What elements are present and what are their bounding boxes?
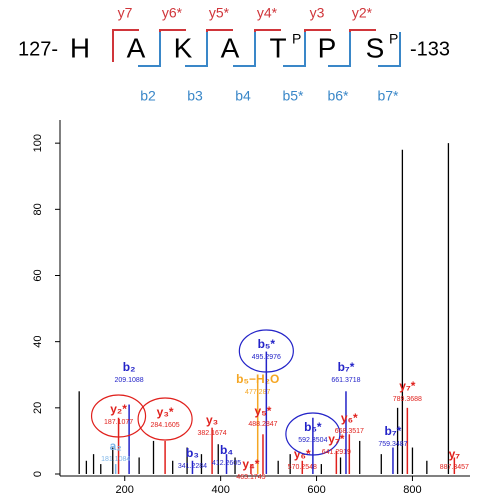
ion-label: b₇* — [385, 424, 402, 438]
ion-label: y₆* — [341, 411, 358, 425]
y-tick-label: 0 — [32, 471, 44, 477]
ion-label: y₃ — [206, 413, 218, 427]
ion-label: y₅* — [255, 404, 272, 418]
residue: S — [366, 32, 385, 63]
residue: A — [221, 32, 240, 63]
mz-label: 592.3504 — [298, 437, 327, 444]
b-bracket — [378, 32, 401, 67]
b-bracket — [185, 32, 208, 67]
b-ion-label: b7* — [377, 88, 399, 104]
ion-label: y₆* — [294, 447, 311, 461]
mz-label: 341.2284 — [178, 463, 207, 470]
y-ion-label: y4* — [257, 5, 278, 21]
highlight-circle — [285, 412, 341, 456]
x-tick-label: 800 — [403, 484, 421, 496]
mz-label: 284.1605 — [150, 422, 179, 429]
peptide-end: -133 — [410, 38, 450, 60]
ion-label: b₅* — [258, 337, 276, 351]
ion-label: b₄ — [220, 443, 233, 457]
b-bracket — [328, 32, 351, 67]
ion-label: y₄* — [242, 457, 259, 471]
b-ion-label: b2 — [140, 88, 156, 104]
mz-label: 759.3487 — [378, 441, 407, 448]
b-ion-label: b4 — [235, 88, 251, 104]
y-tick-label: 20 — [32, 402, 44, 414]
residue: A — [127, 32, 146, 63]
mz-label: 789.3688 — [393, 396, 422, 403]
ion-label: b₇* — [338, 360, 355, 374]
mz-label: 412.2605 — [212, 460, 241, 467]
ion-label: y₂* — [110, 402, 127, 416]
residue: K — [174, 32, 193, 63]
x-tick-label: 600 — [307, 484, 325, 496]
b-ion-label: b6* — [327, 88, 349, 104]
y-tick-label: 80 — [32, 203, 44, 215]
mz-label: 668.3517 — [335, 428, 364, 435]
ion-label: y₇* — [399, 379, 415, 393]
y-tick-label: 100 — [32, 134, 44, 152]
highlight-circle — [90, 394, 147, 438]
ion-label: b₂ — [123, 360, 136, 374]
y-ion-label: y7 — [118, 5, 133, 21]
ion-label: b₃ — [186, 446, 199, 460]
x-tick-label: 400 — [211, 484, 229, 496]
ion-label: y₇ — [449, 447, 461, 461]
mz-label: 209.1088 — [115, 377, 144, 384]
mz-label: 495.2976 — [252, 354, 281, 361]
y-ion-label: y2* — [352, 5, 373, 21]
modification: P — [389, 31, 398, 47]
y-tick-label: 60 — [32, 269, 44, 281]
mz-label: 488.2847 — [248, 421, 277, 428]
residue: T — [269, 32, 286, 63]
mz-label: 477.287 — [245, 389, 270, 396]
mz-label: 181.1084 — [101, 456, 130, 463]
mz-label: 382.1674 — [197, 430, 226, 437]
modification: P — [292, 31, 301, 47]
highlight-circle — [238, 329, 294, 373]
b-bracket — [233, 32, 256, 67]
x-tick-label: 200 — [116, 484, 134, 496]
mz-label: 570.2548 — [288, 464, 317, 471]
ion-label: b₆* — [304, 420, 322, 434]
y-ion-label: y3 — [310, 5, 325, 21]
y-ion-label: y5* — [209, 5, 230, 21]
mz-label: 463.1745 — [236, 474, 265, 481]
b-bracket — [138, 32, 161, 67]
b-ion-label: b3 — [187, 88, 203, 104]
y-tick-label: 40 — [32, 336, 44, 348]
mz-label: 661.3718 — [331, 377, 360, 384]
residue: P — [318, 32, 337, 63]
ion-label: b₅−H₂O — [236, 372, 279, 386]
y-bracket — [112, 29, 139, 62]
residue: H — [70, 32, 90, 63]
ion-label: a₂ — [110, 439, 122, 453]
peptide-start: 127- — [18, 38, 58, 60]
y-ion-label: y6* — [162, 5, 183, 21]
ion-label: y₇* — [328, 432, 344, 446]
b-bracket — [283, 32, 306, 67]
mz-label: 887.3457 — [440, 464, 469, 471]
ion-label: y₃* — [157, 405, 174, 419]
mz-label: 187.1077 — [104, 419, 133, 426]
highlight-circle — [137, 397, 193, 441]
mz-label: 641.2919 — [322, 449, 351, 456]
b-ion-label: b5* — [282, 88, 304, 104]
